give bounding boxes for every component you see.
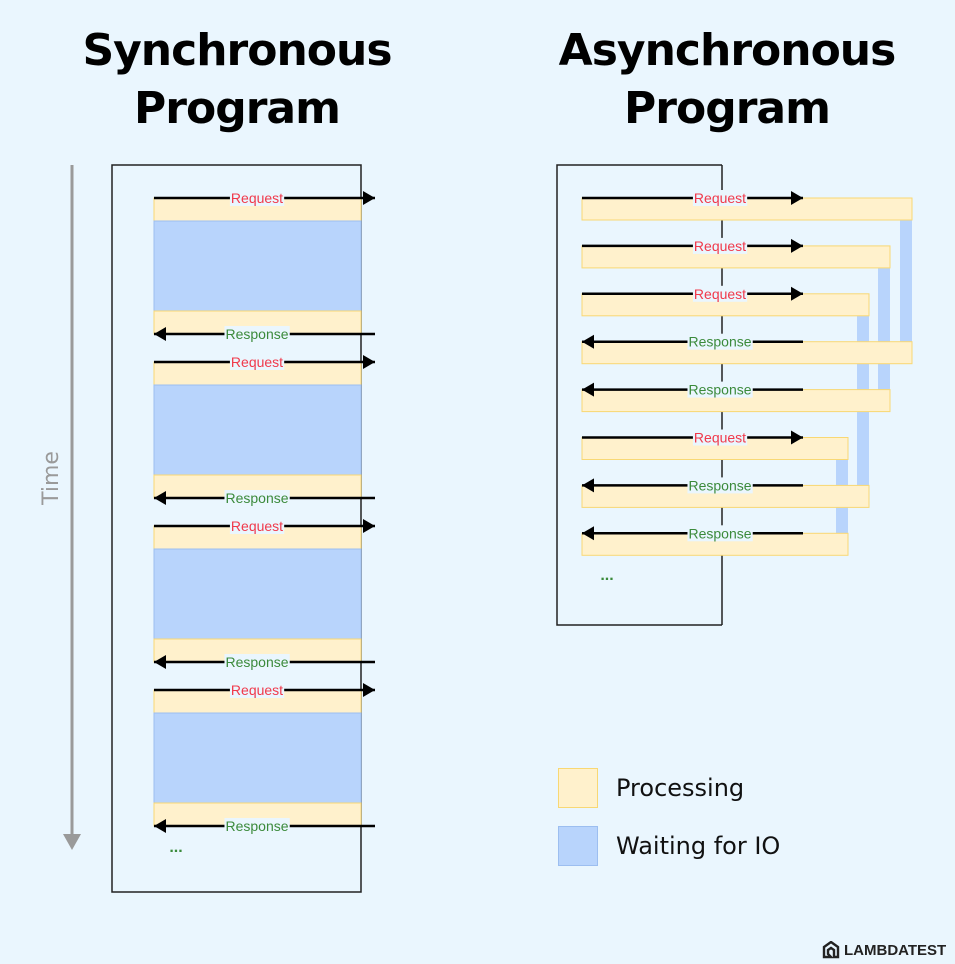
legend-waiting-swatch bbox=[558, 826, 598, 866]
request-label: Request bbox=[231, 518, 283, 534]
waiting-block bbox=[878, 268, 890, 390]
label-bg bbox=[687, 333, 753, 350]
arrowhead-left-icon bbox=[582, 478, 594, 493]
arrowhead-left-icon bbox=[154, 327, 166, 341]
response-label: Response bbox=[688, 334, 751, 350]
sync-title-line2: Program bbox=[134, 83, 341, 134]
async-title-line2: Program bbox=[624, 83, 831, 134]
response-label: Response bbox=[688, 382, 751, 398]
request-label: Request bbox=[231, 354, 283, 370]
waiting-block bbox=[900, 220, 912, 342]
label-bg bbox=[224, 326, 290, 342]
request-label: Request bbox=[694, 430, 746, 446]
arrowhead-right-icon bbox=[791, 430, 803, 445]
arrowhead-right-icon bbox=[363, 355, 375, 369]
arrowhead-right-icon bbox=[363, 683, 375, 697]
label-bg bbox=[687, 381, 753, 398]
request-label: Request bbox=[231, 682, 283, 698]
waiting-block bbox=[153, 548, 362, 640]
arrowhead-right-icon bbox=[791, 238, 803, 253]
sync-title: Synchronous Program bbox=[57, 22, 417, 138]
arrowhead-left-icon bbox=[582, 382, 594, 397]
label-bg bbox=[692, 190, 748, 206]
arrowhead-left-icon bbox=[154, 655, 166, 669]
request-label: Request bbox=[694, 286, 746, 302]
label-bg bbox=[692, 237, 748, 254]
label-bg bbox=[224, 490, 290, 506]
async-title-line1: Asynchronous bbox=[558, 25, 897, 76]
response-label: Response bbox=[225, 326, 288, 342]
waiting-block bbox=[153, 384, 362, 476]
label-bg bbox=[692, 429, 748, 446]
arrowhead-left-icon bbox=[154, 491, 166, 505]
arrowhead-right-icon bbox=[363, 519, 375, 533]
sync-title-line1: Synchronous bbox=[82, 25, 392, 76]
arrowhead-left-icon bbox=[154, 819, 166, 833]
async-ellipsis: ... bbox=[600, 567, 613, 584]
legend-waiting-label: Waiting for IO bbox=[616, 832, 781, 860]
sync-ellipsis: ... bbox=[169, 839, 182, 856]
label-bg bbox=[229, 682, 285, 698]
time-arrowhead-icon bbox=[63, 834, 81, 850]
request-label: Request bbox=[694, 190, 746, 206]
logo-text: LAMBDATEST bbox=[844, 941, 947, 959]
label-bg bbox=[229, 518, 285, 534]
label-bg bbox=[692, 285, 748, 302]
request-label: Request bbox=[694, 238, 746, 254]
label-bg bbox=[224, 818, 290, 834]
label-bg bbox=[687, 477, 753, 494]
time-label: Time bbox=[39, 451, 64, 506]
lambdatest-logo-icon bbox=[822, 941, 840, 959]
arrowhead-right-icon bbox=[363, 191, 375, 205]
legend-processing-swatch bbox=[558, 768, 598, 808]
response-label: Response bbox=[225, 654, 288, 670]
response-label: Response bbox=[688, 525, 751, 541]
waiting-block bbox=[153, 220, 362, 312]
label-bg bbox=[229, 190, 285, 206]
response-label: Response bbox=[225, 818, 288, 834]
response-label: Response bbox=[225, 490, 288, 506]
legend-processing-label: Processing bbox=[616, 774, 745, 802]
label-bg bbox=[687, 525, 753, 542]
arrowhead-left-icon bbox=[582, 334, 594, 349]
async-program-box bbox=[556, 164, 722, 626]
label-bg bbox=[229, 354, 285, 370]
lambdatest-logo: LAMBDATEST bbox=[822, 941, 946, 959]
response-label: Response bbox=[688, 477, 751, 493]
arrowhead-right-icon bbox=[791, 286, 803, 301]
waiting-block bbox=[153, 712, 362, 804]
arrowhead-left-icon bbox=[582, 526, 594, 541]
label-bg bbox=[224, 654, 290, 670]
async-title: Asynchronous Program bbox=[547, 22, 907, 138]
arrowhead-right-icon bbox=[791, 191, 803, 205]
request-label: Request bbox=[231, 190, 283, 206]
